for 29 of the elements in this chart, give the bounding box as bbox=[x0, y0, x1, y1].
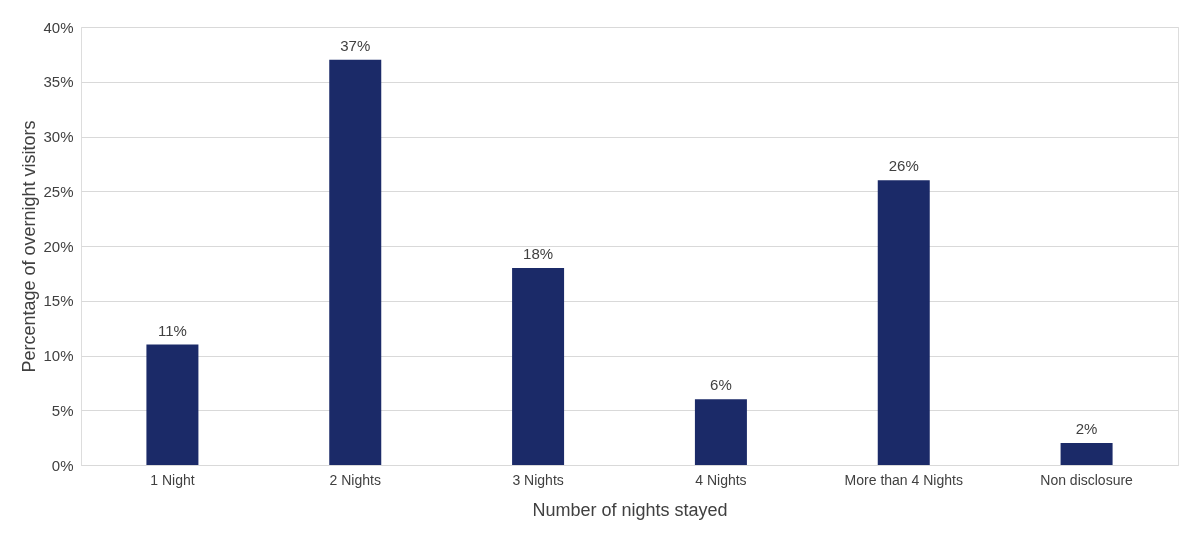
bar bbox=[877, 180, 930, 465]
y-tick-label: 30% bbox=[43, 128, 74, 145]
x-tick-label: 3 Nights bbox=[512, 471, 564, 488]
y-tick-label: 35% bbox=[43, 73, 74, 91]
data-label: 18% bbox=[523, 244, 554, 262]
data-label: 6% bbox=[710, 376, 732, 394]
x-tick-label: 4 Nights bbox=[695, 471, 747, 488]
y-tick-label: 40% bbox=[43, 18, 74, 36]
y-tick-label: 5% bbox=[51, 401, 74, 419]
data-label: 26% bbox=[888, 157, 919, 175]
bar bbox=[694, 399, 747, 465]
y-tick-label: 15% bbox=[43, 292, 74, 310]
y-tick-label: 25% bbox=[43, 182, 74, 200]
data-label: 2% bbox=[1075, 420, 1098, 438]
y-tick-label: 20% bbox=[43, 237, 74, 255]
x-tick-label: 1 Night bbox=[150, 471, 195, 488]
bar bbox=[329, 59, 382, 465]
bar bbox=[1060, 443, 1113, 465]
x-tick-label: Non disclosure bbox=[1040, 471, 1134, 488]
x-tick-label: 2 Nights bbox=[329, 471, 381, 488]
y-tick-label: 0% bbox=[51, 456, 74, 474]
y-axis-title: Percentage of overnight visitors bbox=[19, 120, 40, 373]
x-tick-label: More than 4 Nights bbox=[844, 471, 963, 488]
data-label: 37% bbox=[340, 36, 371, 54]
y-tick-label: 10% bbox=[43, 347, 74, 364]
bar bbox=[146, 344, 199, 465]
data-label: 11% bbox=[157, 321, 187, 339]
x-axis-title: Number of nights stayed bbox=[532, 499, 728, 520]
bar bbox=[512, 267, 565, 465]
